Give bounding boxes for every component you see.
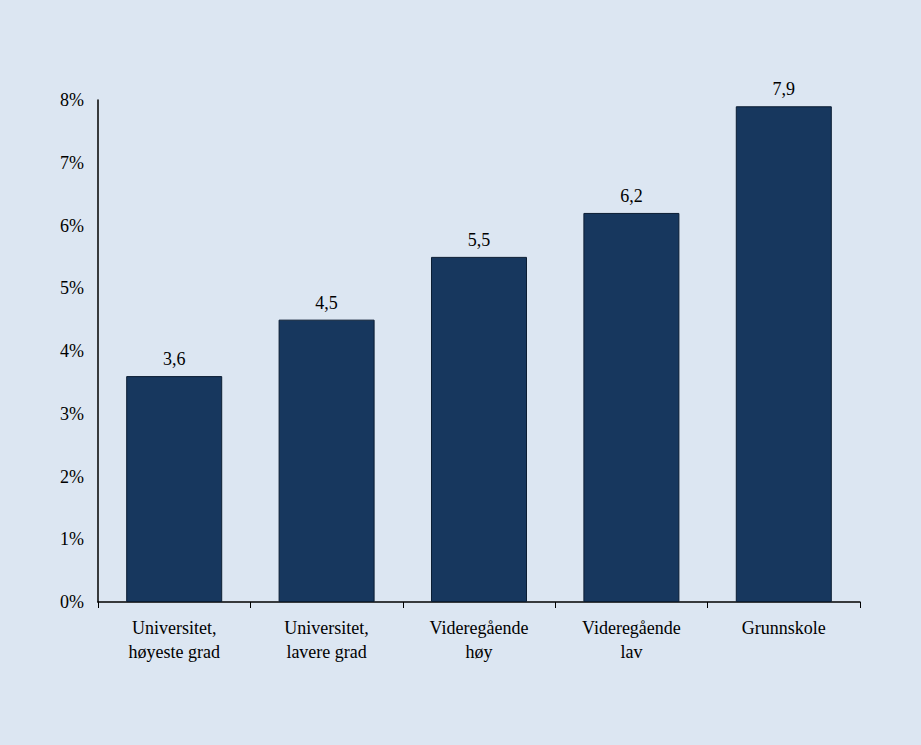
svg-text:0%: 0% [60,592,84,612]
svg-text:7%: 7% [60,153,84,173]
svg-text:6%: 6% [60,216,84,236]
svg-text:2%: 2% [60,467,84,487]
svg-text:Videregående: Videregående [430,618,529,638]
svg-text:1%: 1% [60,529,84,549]
svg-text:3%: 3% [60,404,84,424]
svg-text:5%: 5% [60,278,84,298]
svg-text:8%: 8% [60,90,84,110]
svg-text:lav: lav [620,642,642,662]
svg-text:4%: 4% [60,341,84,361]
svg-text:Videregående: Videregående [582,618,681,638]
svg-text:6,2: 6,2 [620,186,643,206]
svg-text:7,9: 7,9 [773,79,796,99]
svg-text:Universitet,: Universitet, [284,618,368,638]
svg-text:høyeste grad: høyeste grad [128,642,219,662]
svg-text:høy: høy [466,642,493,662]
svg-text:4,5: 4,5 [315,293,338,313]
svg-text:lavere grad: lavere grad [286,642,366,662]
svg-text:Grunnskole: Grunnskole [742,618,826,638]
svg-text:Universitet,: Universitet, [132,618,216,638]
svg-text:5,5: 5,5 [468,230,491,250]
svg-text:3,6: 3,6 [163,349,186,369]
